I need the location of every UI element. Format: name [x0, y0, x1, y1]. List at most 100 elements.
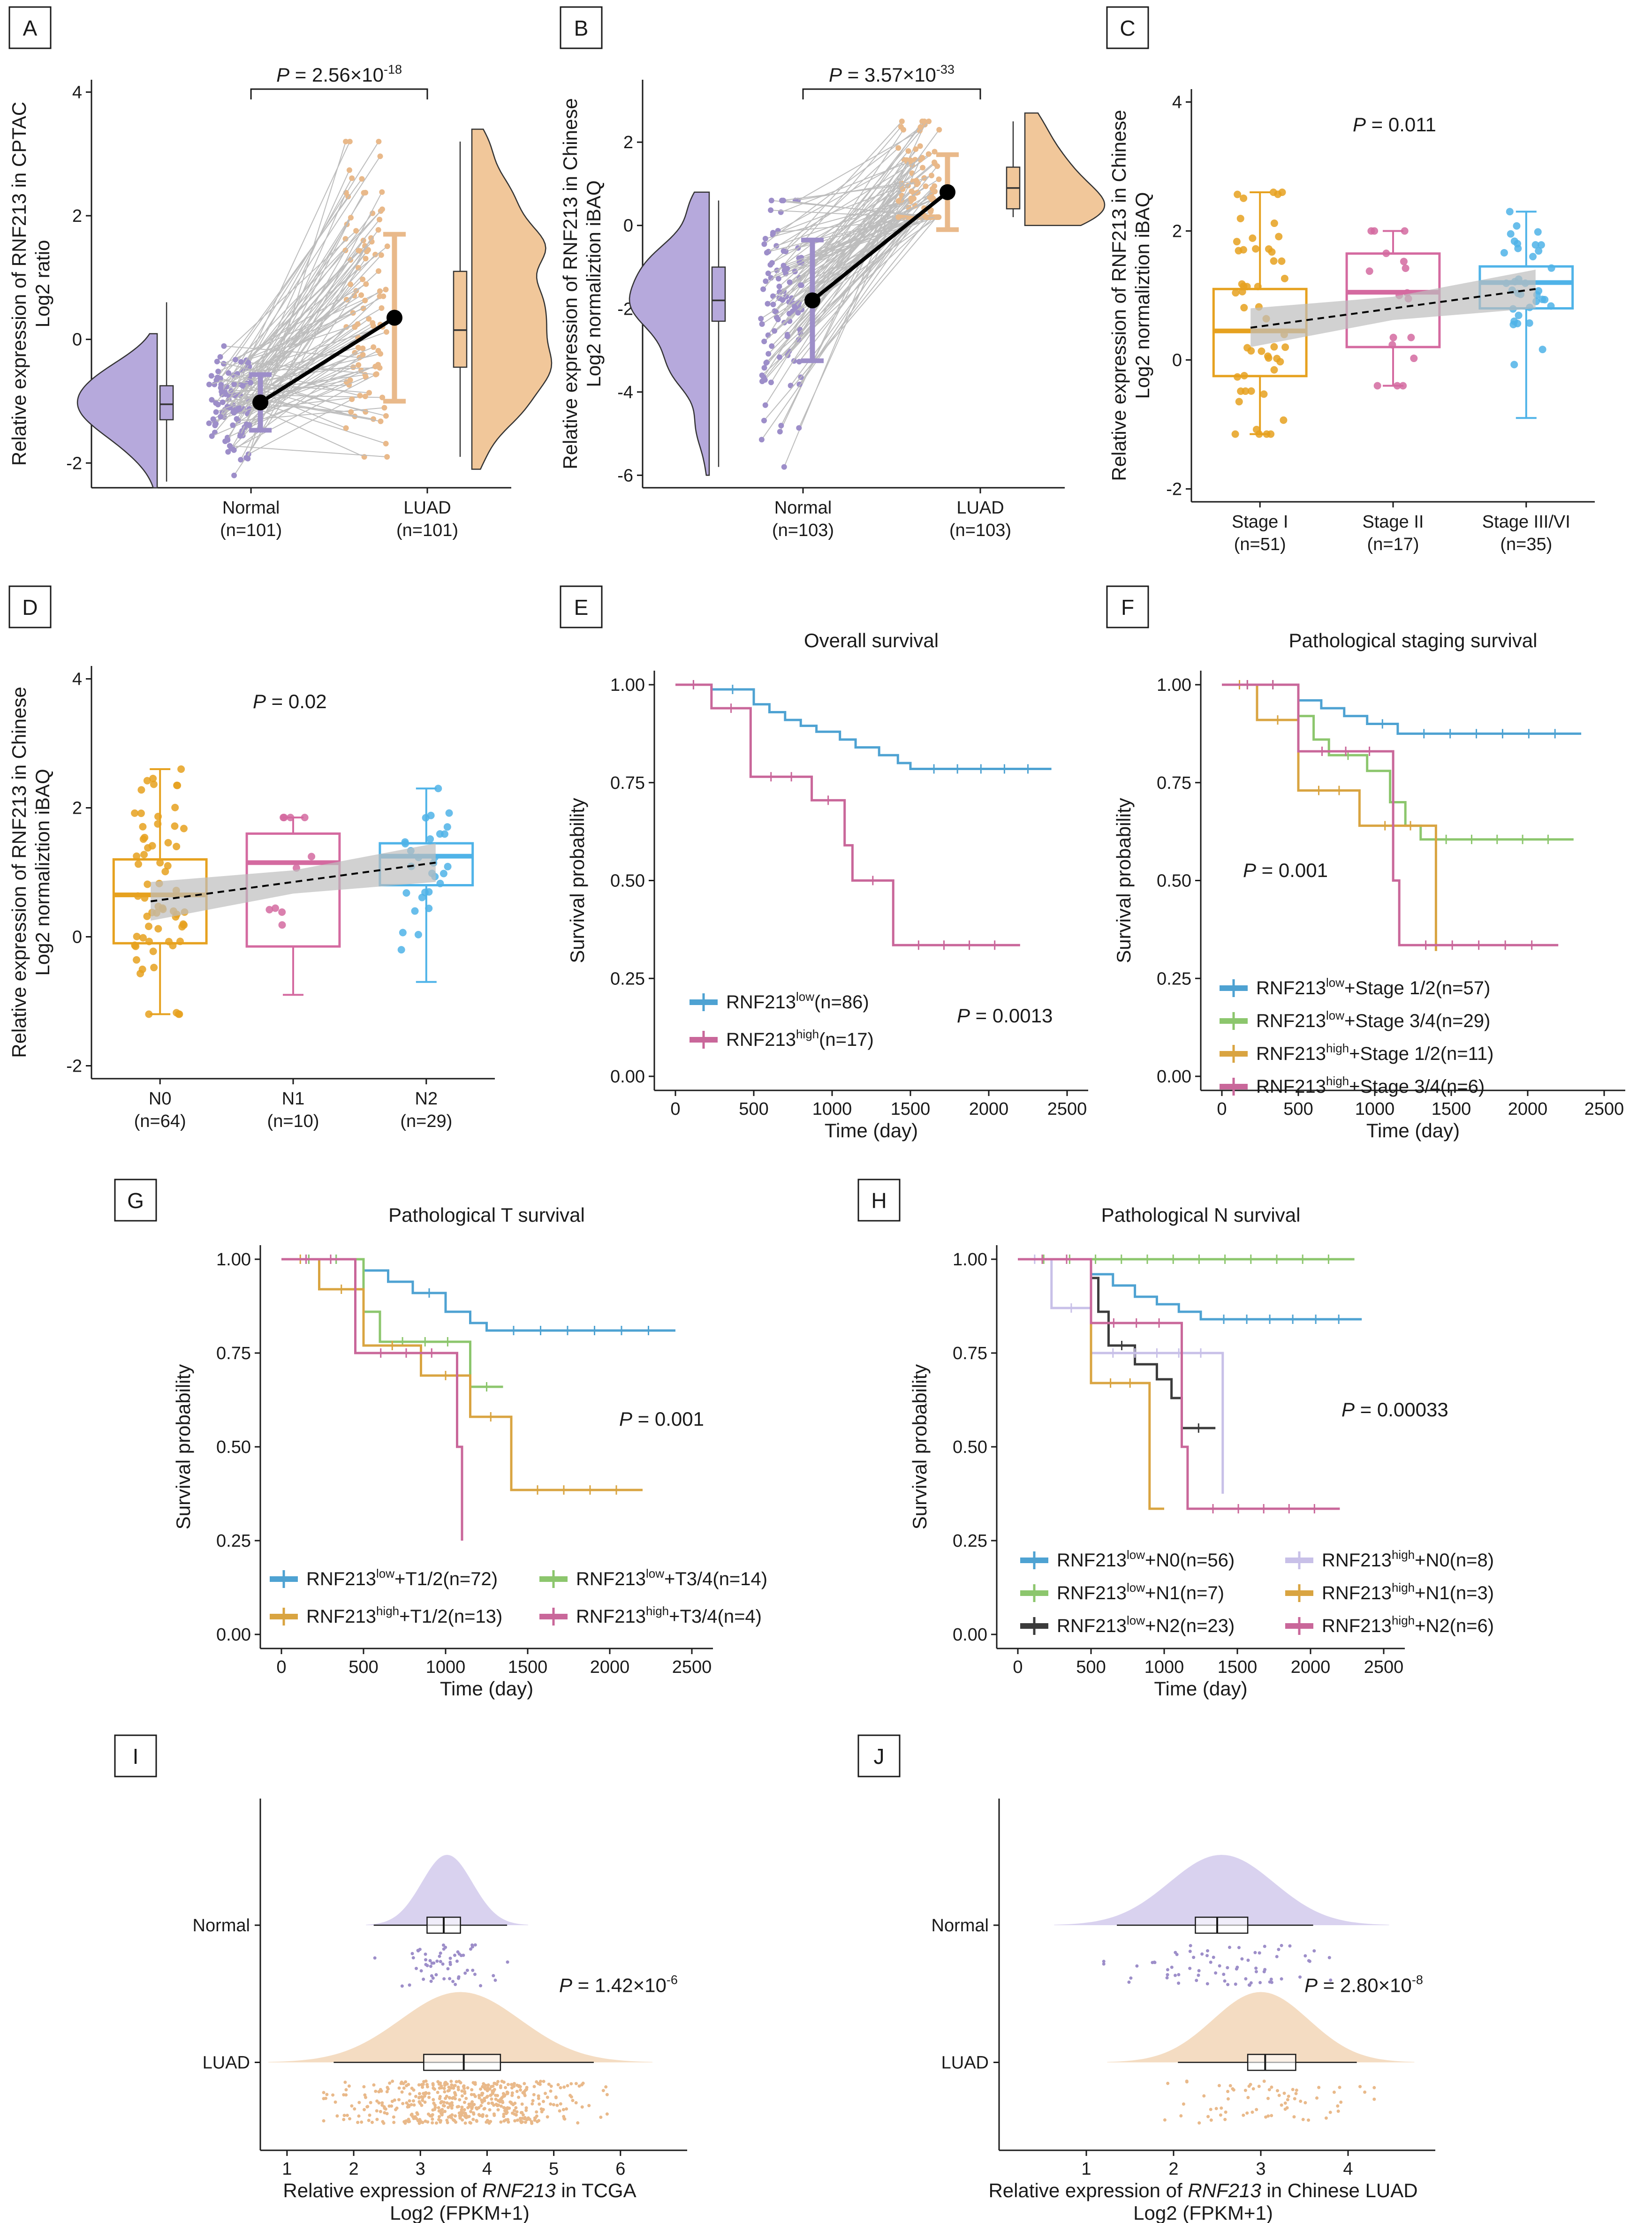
data-point [487, 2102, 491, 2105]
data-point [408, 2092, 412, 2096]
normal-point [206, 381, 212, 387]
data-point [1303, 1954, 1307, 1958]
data-point [1263, 430, 1271, 438]
data-point [1401, 227, 1409, 235]
data-point [1175, 1952, 1179, 1956]
luad-point [378, 418, 384, 424]
p-value-annotation: P = 0.0013 [957, 1005, 1053, 1027]
panel-label-box [8, 6, 52, 49]
km-curve-4 [1018, 1258, 1224, 1494]
normal-point [775, 317, 781, 323]
paired-line [764, 217, 937, 421]
data-point [1373, 382, 1381, 390]
data-point [405, 2101, 409, 2105]
paired-line [215, 178, 353, 424]
data-point [1281, 343, 1289, 351]
data-point [379, 2110, 382, 2113]
data-point [1250, 2110, 1254, 2114]
p-exponent: -18 [384, 62, 402, 76]
data-point [445, 809, 453, 817]
luad-point [377, 153, 383, 159]
data-point [1223, 2117, 1227, 2121]
data-point [363, 2093, 367, 2097]
data-point [144, 922, 152, 930]
data-point [438, 2094, 442, 2098]
legend-gene: RNF213 [726, 1029, 796, 1050]
data-point [460, 2094, 464, 2098]
y-tick-label: -6 [617, 466, 633, 485]
plot-title: Pathological staging survival [1289, 629, 1538, 651]
data-point [535, 2114, 538, 2118]
legend-item-4: RNF213high+N0(n=8) [1285, 1548, 1494, 1571]
panel-label-e: E [560, 585, 603, 628]
legend-gene: RNF213 [306, 1606, 376, 1627]
data-point [513, 2119, 517, 2123]
paired-line [781, 159, 916, 426]
panel-label-text: D [22, 595, 38, 620]
p-value: = 0.001 [1256, 859, 1328, 881]
normal-point [761, 417, 767, 423]
luad-point [929, 197, 935, 203]
km-curve-1 [1018, 1258, 1362, 1321]
normal-point [208, 373, 214, 379]
x-axis-title-gene: RNF213 [482, 2179, 555, 2201]
data-point [478, 2114, 482, 2117]
data-point [343, 2080, 347, 2084]
panel-g: 0.00 0.25 0.50 0.75 1.00 0 500 1000 1500 2000 2500… [172, 1204, 767, 1700]
data-point [443, 2110, 447, 2113]
legend-suffix: +T3/4(n=4) [669, 1606, 762, 1627]
luad-point [381, 405, 387, 411]
normal-point [226, 370, 232, 376]
data-point [460, 2089, 464, 2093]
legend-sup: high [1392, 1548, 1415, 1562]
panel-c: -2 0 2 4 Relative expression of RNF213 in Ch… [1108, 89, 1595, 554]
legend-suffix: (n=17) [819, 1029, 874, 1050]
luad-point [356, 362, 362, 368]
data-point [154, 813, 162, 821]
legend-item-2: RNF213low+T3/4(n=14) [539, 1566, 767, 1589]
legend-gene: RNF213 [306, 1569, 376, 1589]
data-point [1263, 1968, 1267, 1972]
y-tick-label: 0.50 [953, 1437, 987, 1457]
x-tick-label: N0 [149, 1089, 172, 1109]
p-value: = 0.02 [266, 690, 327, 712]
data-point [1277, 1948, 1281, 1951]
data-point [1500, 249, 1508, 257]
data-point [1277, 2094, 1281, 2097]
luad-point [343, 425, 349, 431]
x-axis-title-post: in TCGA [556, 2179, 637, 2201]
data-point [383, 2111, 386, 2115]
data-point [453, 2091, 456, 2094]
legend-suffix: +N2(n=6) [1415, 1616, 1494, 1636]
y-axis-title: Survival probability [909, 1364, 931, 1530]
data-point [453, 2084, 457, 2087]
x-tick-label: 2500 [1364, 1657, 1404, 1677]
panel-label-box [857, 1179, 901, 1222]
data-point [141, 894, 149, 902]
data-point [150, 780, 158, 788]
data-point [499, 2120, 503, 2124]
data-point [439, 2081, 442, 2085]
data-point [1312, 1949, 1316, 1953]
data-point [451, 2096, 455, 2100]
normal-point [231, 472, 237, 478]
data-point [569, 2082, 573, 2086]
y-tick-label: 0.00 [953, 1625, 987, 1645]
x-axis-title: Relative expression of RNF213 in Chinese… [988, 2179, 1417, 2201]
data-point [139, 823, 147, 831]
data-point [1234, 373, 1242, 381]
p-exponent: -6 [667, 1973, 678, 1987]
x-tick-label: 500 [739, 1099, 768, 1119]
paired-line [227, 381, 347, 438]
legend-gene: RNF213 [726, 992, 796, 1013]
data-point [1248, 1983, 1251, 1987]
normal-point [776, 289, 782, 295]
data-point [1254, 1966, 1258, 1970]
paired-line [246, 250, 361, 362]
paired-line [246, 238, 371, 458]
km-curve-4 [281, 1258, 463, 1541]
paired-line [229, 445, 387, 458]
paired-line [789, 173, 913, 314]
legend-suffix: +Stage 1/2(n=11) [1349, 1043, 1493, 1064]
